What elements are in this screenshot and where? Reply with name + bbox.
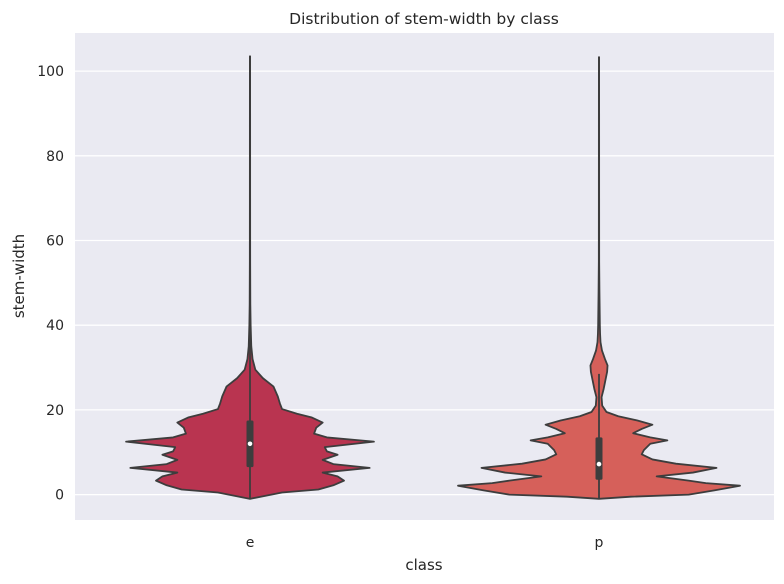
y-tick-label-40: 40 bbox=[46, 318, 64, 334]
y-tick-labels: 0 20 40 60 80 100 bbox=[37, 64, 64, 503]
y-tick-label-0: 0 bbox=[55, 488, 64, 504]
violin-e bbox=[125, 55, 375, 500]
chart-title: Distribution of stem-width by class bbox=[289, 10, 559, 28]
violins bbox=[125, 55, 741, 500]
y-tick-label-20: 20 bbox=[46, 403, 64, 419]
x-axis-label: class bbox=[405, 556, 442, 574]
grid-lines bbox=[75, 70, 774, 496]
median-marker-p bbox=[596, 461, 602, 467]
violin-body-p bbox=[457, 56, 741, 500]
x-tick-label-e: e bbox=[246, 535, 255, 551]
y-axis-label: stem-width bbox=[10, 234, 28, 318]
median-marker-e bbox=[247, 441, 253, 447]
violin-p bbox=[457, 56, 741, 500]
y-tick-label-60: 60 bbox=[46, 234, 64, 250]
iqr-box-p bbox=[595, 437, 603, 480]
x-tick-label-p: p bbox=[595, 535, 604, 551]
y-tick-label-80: 80 bbox=[46, 149, 64, 165]
y-tick-label-100: 100 bbox=[37, 64, 64, 80]
